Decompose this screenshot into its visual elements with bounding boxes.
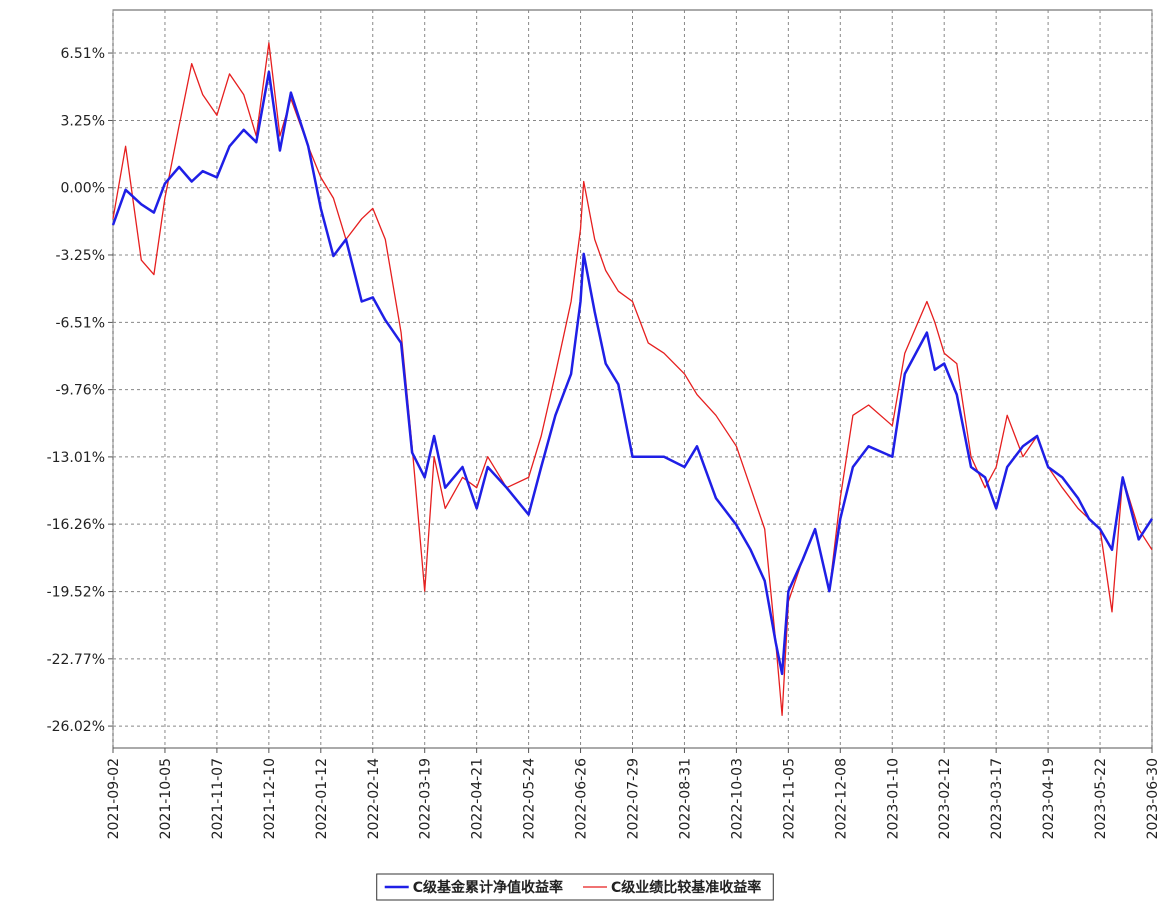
y-tick-label: 6.51% [61, 46, 105, 62]
y-tick-label: -16.26% [47, 517, 105, 533]
x-tick-label: 2023-05-22 [1093, 758, 1109, 839]
x-tick-label: 2022-04-21 [470, 758, 486, 839]
series-line [111, 70, 1154, 676]
y-tick-label: -9.76% [55, 383, 105, 399]
x-tick-label: 2022-06-26 [574, 758, 590, 839]
y-tick-label: 3.25% [61, 113, 105, 129]
x-tick-label: 2022-08-31 [677, 758, 693, 839]
series-line [112, 42, 1153, 716]
y-tick-label: -13.01% [47, 450, 105, 466]
x-tick-label: 2022-11-05 [781, 758, 797, 839]
y-tick-label: -22.77% [47, 652, 105, 668]
x-tick-label: 2022-12-08 [833, 758, 849, 839]
x-tick-label: 2022-10-03 [729, 758, 745, 839]
legend: C级基金累计净值收益率 C级业绩比较基准收益率 [376, 873, 774, 901]
x-tick-label: 2022-02-14 [366, 758, 382, 839]
x-tick-label: 2022-05-24 [522, 758, 538, 839]
y-tick-label: -3.25% [55, 248, 105, 264]
y-tick-label: -26.02% [47, 719, 105, 735]
x-tick-label: 2023-01-10 [885, 758, 901, 839]
x-tick-label: 2023-02-12 [937, 758, 953, 839]
x-tick-label: 2022-07-29 [626, 758, 642, 839]
y-tick-label: -19.52% [47, 585, 105, 601]
x-tick-label: 2021-11-07 [210, 758, 226, 839]
x-tick-label: 2022-01-12 [314, 758, 330, 839]
legend-label: C级基金累计净值收益率 [413, 879, 563, 896]
y-tick-label: -6.51% [55, 315, 105, 331]
x-tick-label: 2023-06-30 [1145, 758, 1161, 839]
x-tick-label: 2021-09-02 [106, 758, 122, 839]
x-tick-label: 2021-10-05 [158, 758, 174, 839]
x-tick-label: 2022-03-19 [418, 758, 434, 839]
x-tick-label: 2023-04-19 [1041, 758, 1057, 839]
legend-label: C级业绩比较基准收益率 [611, 879, 761, 896]
y-tick-label: 0.00% [61, 181, 105, 197]
x-tick-label: 2023-03-17 [989, 758, 1005, 839]
legend-box [376, 873, 774, 901]
x-tick-label: 2021-12-10 [262, 758, 278, 839]
